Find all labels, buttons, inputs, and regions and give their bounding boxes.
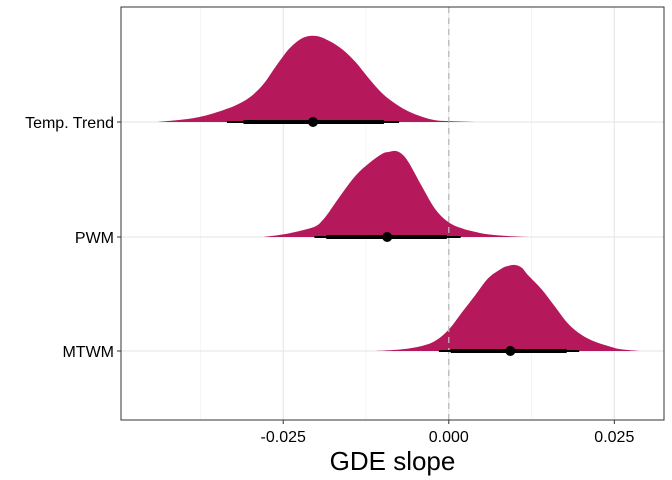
panel-border: [120, 6, 665, 421]
density-layer: [157, 35, 641, 351]
x-tick-label: 0.025: [594, 429, 634, 446]
x-tick-label: -0.025: [261, 429, 306, 446]
point-estimate: [308, 117, 319, 127]
y-tick-label: Temp. Trend: [25, 115, 114, 132]
x-axis-title: GDE slope: [330, 446, 456, 476]
interval-layer: [226, 117, 580, 356]
y-tick-label: MTWM: [62, 344, 114, 361]
density-ridge: [263, 150, 529, 237]
density-ridge: [375, 264, 641, 351]
axis-layer: -0.025 0.000 0.025 Temp. Trend PWM MTWM: [25, 115, 634, 446]
density-ridge: [157, 35, 476, 122]
point-estimate: [382, 232, 393, 242]
x-tick-label: 0.000: [429, 429, 469, 446]
y-tick-label: PWM: [75, 230, 114, 247]
point-estimate: [505, 346, 516, 356]
